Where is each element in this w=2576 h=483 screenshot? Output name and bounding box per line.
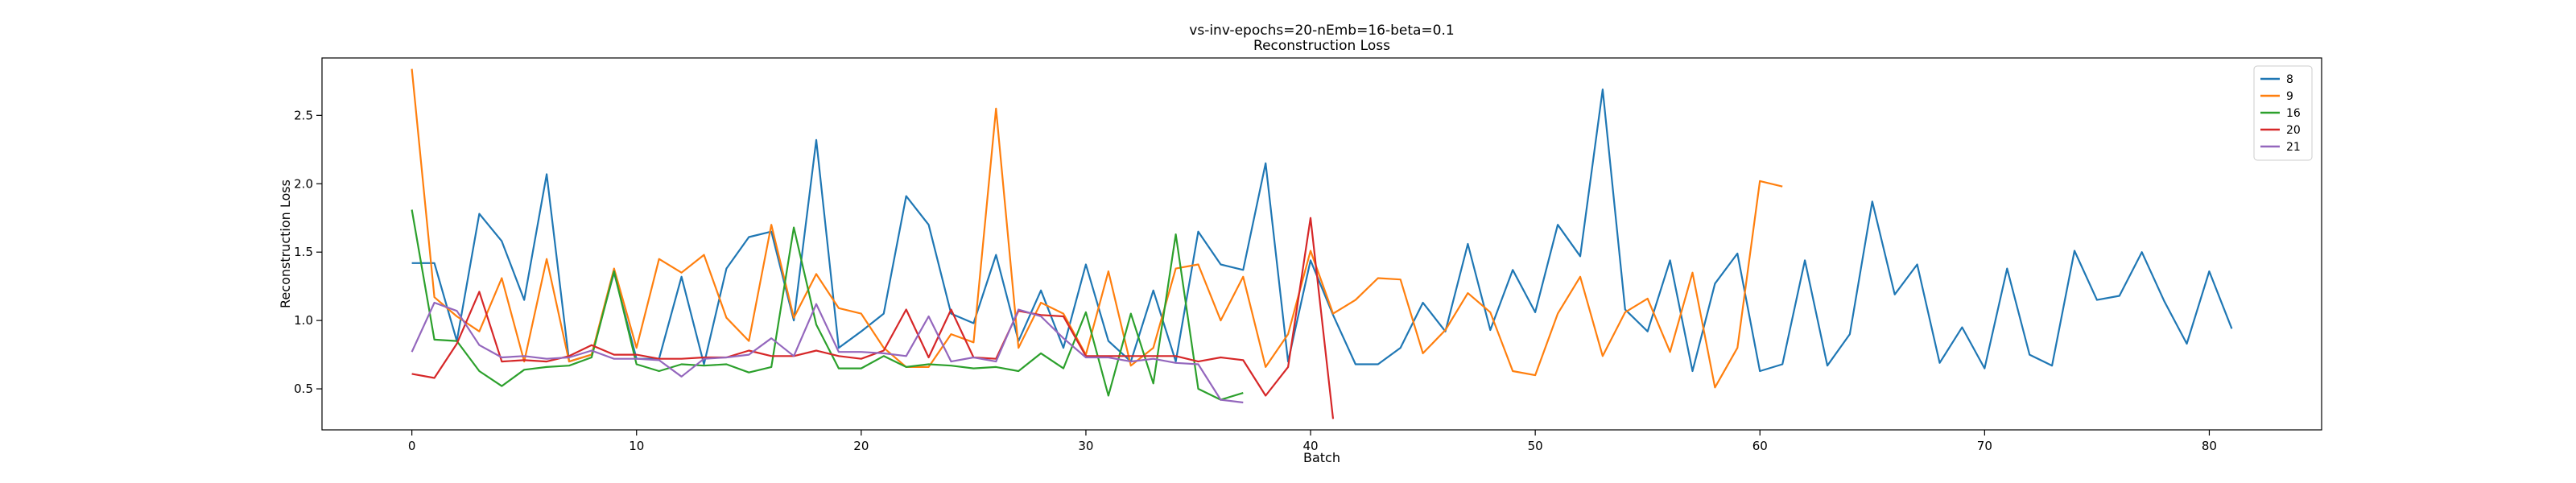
y-tick-label: 1.0 [294,313,313,328]
series-line-9 [411,68,1783,389]
x-tick-label: 50 [1528,439,1543,453]
series-line-16 [411,209,1244,401]
legend-label-9: 9 [2286,90,2293,103]
y-tick-label: 0.5 [294,382,313,396]
legend-box [2253,65,2313,161]
x-tick-label: 0 [408,439,416,453]
series-line-21 [411,301,1244,404]
x-tick-label: 40 [1302,439,1318,453]
y-axis-label: Reconstruction Loss [278,180,293,308]
x-tick-label: 60 [1752,439,1768,453]
chart-subtitle: Reconstruction Loss [1253,38,1390,54]
y-tick-label: 1.5 [294,245,313,259]
legend-label-21: 21 [2286,141,2301,154]
plot-area-frame [321,57,2322,431]
y-tick-label: 2.0 [294,176,313,191]
legend-label-20: 20 [2286,124,2301,137]
legend: 8 9 16 20 21 [2253,65,2313,161]
x-tick-label: 30 [1078,439,1093,453]
x-tick-label: 10 [629,439,644,453]
y-tick-label: 2.5 [294,108,313,122]
x-tick-label: 20 [853,439,869,453]
series-line-8 [411,88,2233,373]
legend-label-8: 8 [2286,73,2293,86]
x-tick-label: 70 [1977,439,1992,453]
x-axis-label: Batch [1303,450,1340,465]
legend-label-16: 16 [2286,107,2301,120]
x-tick-label: 80 [2202,439,2217,453]
chart-title: vs-inv-epochs=20-nEmb=16-beta=0.1 [1189,23,1454,39]
